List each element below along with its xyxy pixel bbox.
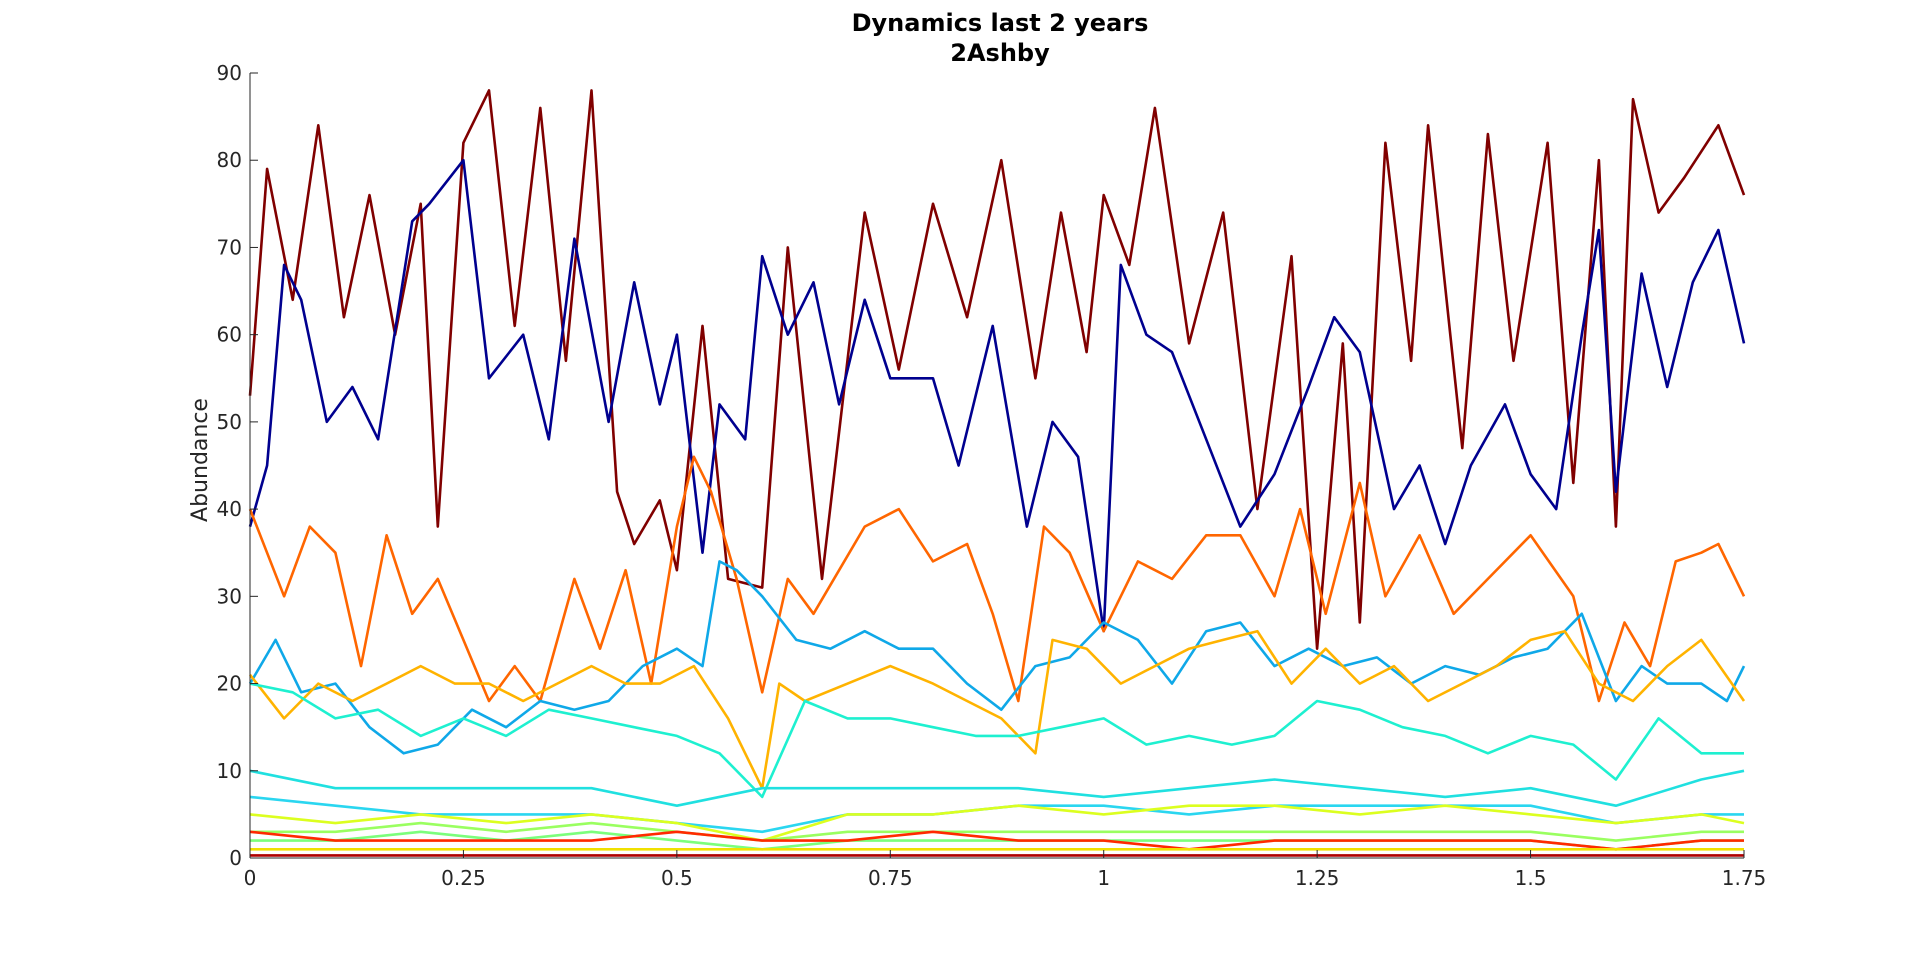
- x-tick-label: 1.75: [1722, 866, 1767, 890]
- series-line-6: [249, 682, 1744, 799]
- series-line-2: [248, 158, 1746, 633]
- y-tick-label: 50: [217, 410, 242, 434]
- chart-subtitle: 2Ashby: [950, 39, 1050, 67]
- series-line-5: [248, 629, 1746, 790]
- y-tick-label: 0: [229, 846, 242, 870]
- series-line-10: [250, 821, 1744, 842]
- x-tick-label: 0.75: [868, 866, 913, 890]
- y-tick-label: 20: [217, 672, 242, 696]
- series-line-7: [249, 769, 1745, 808]
- chart-title: Dynamics last 2 years: [852, 9, 1149, 37]
- x-tick-label: 1.5: [1515, 866, 1547, 890]
- series-line-9: [249, 804, 1745, 842]
- y-axis-label: Abundance: [188, 398, 213, 522]
- plot-area: [248, 89, 1746, 857]
- x-tick-label: 0.5: [661, 866, 693, 890]
- series-line-4: [248, 560, 1746, 755]
- x-tick-label: 0: [244, 866, 257, 890]
- y-tick-label: 40: [217, 497, 242, 521]
- x-tick-label: 0.25: [441, 866, 486, 890]
- y-tick-label: 60: [217, 323, 242, 347]
- y-tick-label: 80: [217, 148, 242, 172]
- series-line-1: [248, 89, 1746, 651]
- y-tick-label: 70: [217, 235, 242, 259]
- x-tick-label: 1.25: [1295, 866, 1340, 890]
- axes: 0 0.25 0.5 0.75 1 1.25 1.5 1.75 0 10 20 30 40 50 60 70 8…: [217, 61, 1767, 890]
- x-tick-label: 1: [1097, 866, 1110, 890]
- y-tick-label: 90: [217, 61, 242, 85]
- series-line-3: [248, 455, 1746, 703]
- series-line-12: [249, 830, 1744, 851]
- y-tick-label: 10: [217, 759, 242, 783]
- y-tick-label: 30: [217, 584, 242, 608]
